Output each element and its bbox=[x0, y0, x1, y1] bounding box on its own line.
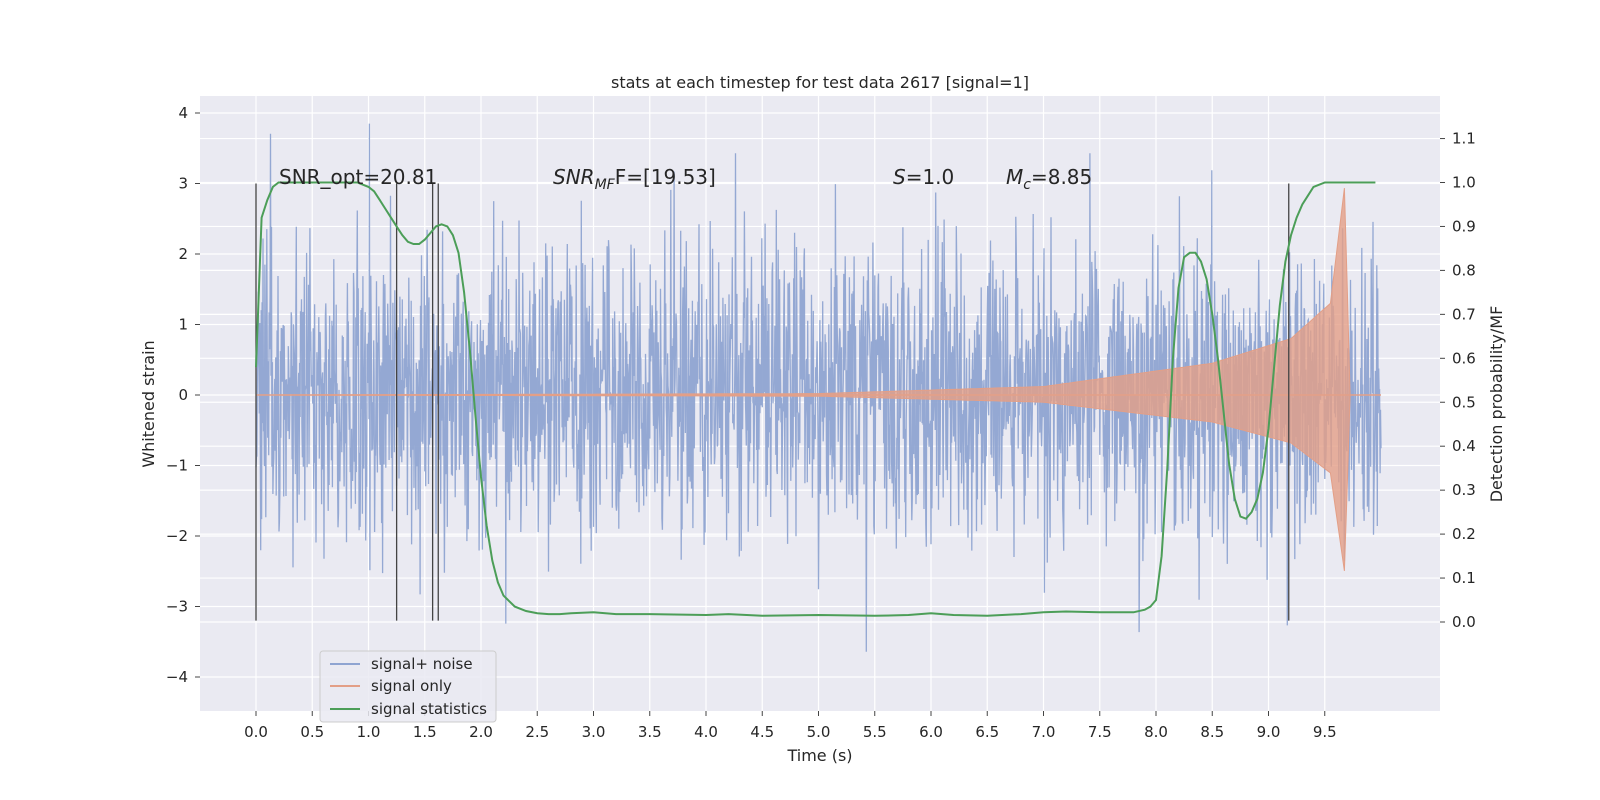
y-left-tick-label: 1 bbox=[178, 316, 188, 334]
annotation-s: S=1.0 bbox=[893, 165, 954, 189]
legend-label-signal-only: signal only bbox=[371, 677, 452, 695]
x-axis-ticks: 0.0 0.5 1.0 1.5 2.0 2.5 3.0 3.5 4.0 4.5 5.0 5.5 6.0 6… bbox=[244, 711, 1337, 741]
series-signal-statistics bbox=[255, 181, 1376, 617]
annotation-snr-opt: SNR_opt=20.81 bbox=[279, 165, 437, 189]
x-tick-label: 6.5 bbox=[975, 723, 999, 741]
y-left-tick-label: −3 bbox=[166, 598, 188, 616]
legend-label-signal-plus-noise: signal+ noise bbox=[371, 655, 473, 673]
x-tick-label: 7.5 bbox=[1088, 723, 1112, 741]
x-tick-label: 5.5 bbox=[863, 723, 887, 741]
series-signal-plus-noise bbox=[255, 123, 1382, 652]
y-right-tick-label: 0.6 bbox=[1452, 349, 1476, 367]
x-tick-label: 0.0 bbox=[244, 723, 268, 741]
x-tick-label: 5.0 bbox=[807, 723, 831, 741]
x-tick-label: 1.0 bbox=[357, 723, 381, 741]
x-tick-label: 7.0 bbox=[1032, 723, 1056, 741]
y-left-tick-label: −2 bbox=[166, 527, 188, 545]
y-left-tick-label: 3 bbox=[178, 175, 188, 193]
x-tick-label: 3.5 bbox=[638, 723, 662, 741]
x-tick-label: 1.5 bbox=[413, 723, 437, 741]
signal-envelope bbox=[256, 188, 1381, 571]
x-tick-label: 3.0 bbox=[582, 723, 606, 741]
series-signal-only bbox=[256, 188, 1381, 571]
y-right-tick-label: 0.5 bbox=[1452, 393, 1476, 411]
legend-label-signal-statistics: signal statistics bbox=[371, 700, 487, 718]
y-axis-left-ticks: 4 3 2 1 0 −1 −2 −3 −4 bbox=[166, 104, 200, 686]
vertical-markers bbox=[255, 183, 1290, 621]
x-axis-label: Time (s) bbox=[786, 746, 852, 765]
annotation-mc: Mc=8.85 bbox=[1006, 165, 1092, 193]
y-right-tick-label: 0.9 bbox=[1452, 217, 1476, 235]
x-tick-label: 9.5 bbox=[1313, 723, 1337, 741]
legend-box bbox=[319, 650, 497, 723]
y-left-tick-label: 4 bbox=[178, 104, 188, 122]
x-tick-label: 6.0 bbox=[919, 723, 943, 741]
y-left-tick-label: −4 bbox=[166, 668, 188, 686]
annotation-snr-mf: SNRMFF=[19.53] bbox=[553, 165, 716, 193]
y-right-tick-label: 0.3 bbox=[1452, 481, 1476, 499]
x-tick-label: 0.5 bbox=[300, 723, 324, 741]
x-tick-label: 9.0 bbox=[1257, 723, 1281, 741]
x-tick-label: 4.0 bbox=[694, 723, 718, 741]
y-right-tick-label: 0.1 bbox=[1452, 569, 1476, 587]
y-right-tick-label: 0.8 bbox=[1452, 261, 1476, 279]
y-left-tick-label: 2 bbox=[178, 245, 188, 263]
y-left-tick-label: 0 bbox=[178, 386, 188, 404]
x-tick-label: 8.0 bbox=[1144, 723, 1168, 741]
y-right-tick-label: 0.4 bbox=[1452, 437, 1476, 455]
noise-line bbox=[255, 123, 1382, 652]
stats-line bbox=[255, 181, 1376, 617]
legend: signal+ noise signal only signal statist… bbox=[319, 650, 497, 723]
y-right-tick-label: 1.1 bbox=[1452, 130, 1476, 148]
y-right-tick-label: 0.0 bbox=[1452, 613, 1476, 631]
x-tick-label: 8.5 bbox=[1200, 723, 1224, 741]
y-axis-right-label: Detection probability/MF bbox=[1487, 306, 1506, 503]
y-right-tick-label: 1.0 bbox=[1452, 174, 1476, 192]
x-tick-label: 4.5 bbox=[750, 723, 774, 741]
y-right-tick-label: 0.2 bbox=[1452, 525, 1476, 543]
x-tick-label: 2.0 bbox=[469, 723, 493, 741]
x-tick-label: 2.5 bbox=[525, 723, 549, 741]
chart-title: stats at each timestep for test data 261… bbox=[611, 73, 1029, 92]
y-axis-right-ticks: 1.1 1.0 0.9 0.8 0.7 0.6 0.5 0.4 0.3 0.2 0.1 0.0 bbox=[1440, 130, 1476, 631]
y-axis-left-label: Whitened strain bbox=[139, 340, 158, 467]
y-left-tick-label: −1 bbox=[166, 457, 188, 475]
y-right-tick-label: 0.7 bbox=[1452, 305, 1476, 323]
